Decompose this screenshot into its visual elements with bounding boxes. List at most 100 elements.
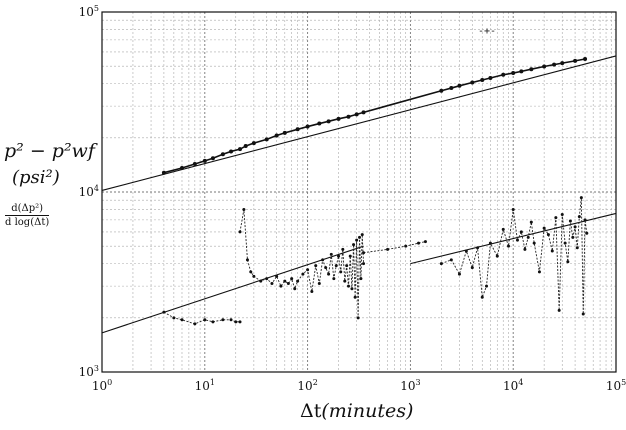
- derivative-point: [172, 316, 176, 320]
- derivative-point: [327, 272, 331, 276]
- pressure-point: [229, 149, 234, 154]
- derivative-point: [581, 312, 585, 316]
- derivative-point: [359, 277, 363, 281]
- derivative-point: [296, 279, 300, 283]
- derivative-point: [352, 243, 356, 247]
- pressure-point: [326, 119, 331, 124]
- pressure-point: [251, 141, 256, 146]
- derivative-point: [259, 279, 263, 283]
- y-axis-label-units: (psi²): [12, 167, 60, 188]
- pressure-point: [519, 69, 524, 74]
- derivative-point: [449, 258, 453, 262]
- derivative-point: [566, 260, 570, 264]
- derivative-point: [579, 196, 583, 200]
- pressure-point: [573, 58, 578, 63]
- derivative-point: [279, 284, 283, 288]
- derivative-point: [162, 310, 166, 314]
- derivative-point: [345, 264, 349, 268]
- derivative-point: [324, 266, 328, 270]
- derivative-point: [404, 244, 408, 248]
- derivative-point: [501, 227, 505, 231]
- pressure-point: [238, 147, 243, 152]
- y-axis-label-units-text: (psi²): [12, 167, 60, 188]
- pressure-point: [282, 130, 287, 135]
- pressure-point: [179, 165, 184, 170]
- derivative-point: [439, 262, 443, 266]
- derivative-point: [470, 266, 474, 270]
- derivative-point: [358, 235, 362, 239]
- derivative-point: [515, 238, 519, 242]
- pressure-point: [161, 170, 166, 175]
- pressure-point: [470, 80, 475, 85]
- pressure-point: [354, 112, 359, 117]
- derivative-point: [314, 264, 318, 268]
- derivative-point: [476, 246, 480, 250]
- x-tick-label: 103: [400, 378, 420, 393]
- pressure-point: [552, 62, 557, 67]
- derivative-point: [386, 247, 390, 251]
- pressure-point: [457, 83, 462, 88]
- derivative-point: [568, 219, 572, 223]
- derivative-point: [360, 233, 364, 237]
- derivative-point: [193, 322, 197, 326]
- derivative-point: [306, 268, 310, 272]
- derivative-point: [417, 241, 421, 245]
- derivative-point: [577, 215, 581, 219]
- x-axis-label-unit: (minutes): [321, 400, 414, 422]
- derivative-curve: [163, 311, 241, 325]
- derivative-point: [546, 233, 550, 237]
- y-axis-label-derivative-numerator: d(Δp²): [5, 203, 50, 216]
- derivative-point: [529, 220, 533, 224]
- fit-line: [101, 245, 364, 334]
- derivative-point: [245, 258, 249, 262]
- x-tick-label: 104: [503, 378, 523, 393]
- derivative-point: [554, 216, 558, 220]
- derivative-point: [573, 225, 577, 229]
- derivative-point: [347, 284, 351, 288]
- derivative-point: [583, 218, 587, 222]
- derivative-point: [265, 277, 269, 281]
- derivative-point: [523, 247, 527, 251]
- derivative-point: [356, 316, 360, 320]
- pressure-point: [529, 67, 534, 72]
- derivative-point: [362, 262, 366, 266]
- annotation-mark: -+-: [478, 26, 496, 37]
- derivative-point: [537, 270, 541, 274]
- derivative-point: [355, 238, 359, 242]
- derivative-point: [270, 282, 274, 286]
- y-axis-label-derivative-denominator: d log(Δt): [5, 217, 50, 228]
- derivative-point: [532, 241, 536, 245]
- derivative-point: [242, 207, 246, 211]
- x-tick-label: 100: [92, 378, 112, 393]
- derivative-point: [343, 279, 347, 283]
- y-tick-label: 104: [79, 184, 99, 199]
- pressure-point: [202, 158, 207, 163]
- derivative-curve: [441, 197, 588, 315]
- derivative-point: [560, 212, 564, 216]
- derivative-point: [293, 287, 297, 291]
- pressure-point: [511, 71, 516, 76]
- derivative-point: [334, 264, 338, 268]
- derivative-point: [585, 231, 589, 235]
- derivative-point: [252, 274, 256, 278]
- pressure-point: [449, 86, 454, 91]
- pressure-point: [439, 88, 444, 93]
- derivative-curve: [363, 241, 426, 254]
- x-tick-label: 101: [195, 378, 215, 393]
- pressure-point: [295, 127, 300, 132]
- derivative-point: [495, 254, 499, 258]
- derivative-point: [321, 258, 325, 262]
- pressure-point: [361, 110, 366, 115]
- derivative-point: [348, 254, 352, 258]
- derivative-point: [234, 320, 238, 324]
- derivative-point: [238, 320, 242, 324]
- derivative-point: [571, 235, 575, 239]
- derivative-point: [317, 282, 321, 286]
- derivative-point: [488, 241, 492, 245]
- pressure-point: [480, 78, 485, 83]
- derivative-point: [275, 274, 279, 278]
- derivative-point: [550, 249, 554, 253]
- plot-frame: [101, 11, 617, 373]
- y-axis-label-pressure-text: p² − p²wf: [4, 140, 95, 162]
